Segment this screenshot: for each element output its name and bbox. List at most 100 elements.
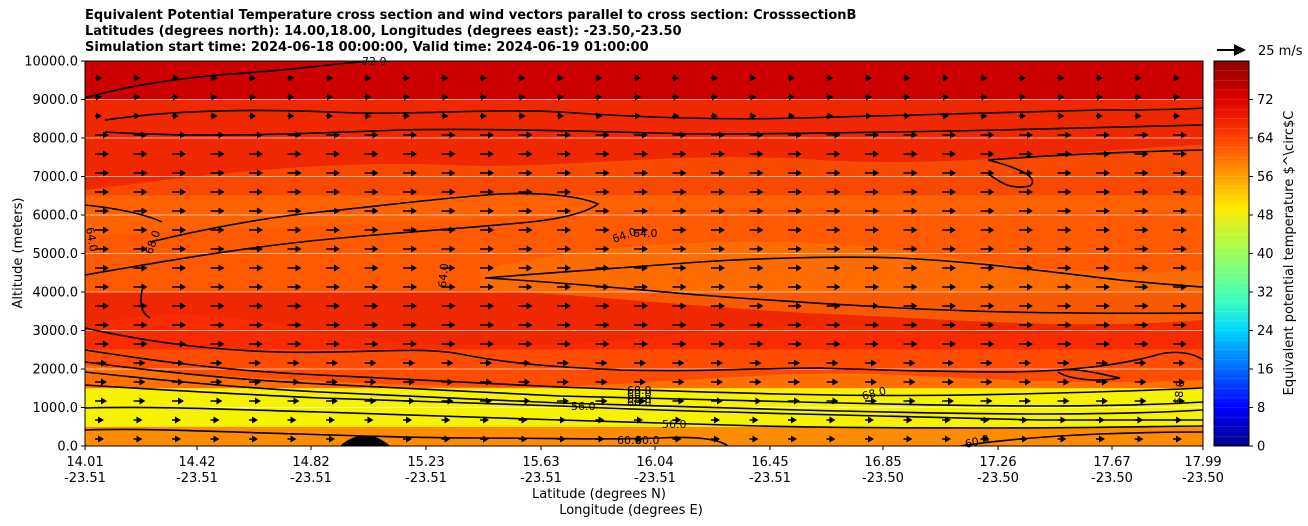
wind-vector-arrow: [133, 207, 148, 215]
wind-vector-arrow: [1173, 150, 1187, 158]
wind-vector-arrow: [903, 302, 918, 310]
wind-vector-arrow: [249, 93, 256, 101]
wind-vector-arrow: [95, 435, 104, 443]
wind-vector-arrow: [210, 112, 218, 120]
wind-vector-arrow: [249, 112, 256, 120]
wind-vector-arrow: [249, 378, 261, 386]
wind-vector-arrow: [1019, 416, 1028, 424]
wind-vector-arrow: [287, 321, 302, 329]
wind-vector-arrow: [980, 93, 988, 101]
wind-vector-arrow: [942, 283, 956, 291]
wind-vector-arrow: [903, 397, 916, 405]
wind-vector-arrow: [249, 435, 258, 443]
wind-vector-arrow: [942, 150, 956, 158]
wind-vector-arrow: [133, 435, 143, 443]
wind-vector-arrow: [595, 283, 610, 291]
wind-vector-arrow: [1019, 207, 1033, 215]
wind-vector-arrow: [826, 283, 841, 291]
contour-label: 68.0: [1172, 380, 1187, 406]
wind-vector-arrow: [364, 188, 379, 196]
wind-vector-arrow: [711, 150, 725, 158]
wind-vector-arrow: [826, 169, 841, 177]
contour-label: 60.0: [617, 434, 642, 447]
altitude-gridlines: [85, 99, 1203, 408]
x-tick-label-lat: 16.04: [636, 455, 673, 470]
x-tick-label-lon: -23.51: [405, 471, 447, 486]
wind-vector-arrow: [518, 283, 533, 291]
wind-vector-arrow: [364, 131, 379, 139]
wind-vector-arrow: [518, 264, 533, 272]
wind-vector-arrow: [1173, 455, 1182, 462]
wind-vector-arrow: [1173, 131, 1187, 139]
contour-label: 60.0: [627, 396, 652, 409]
wind-vector-arrow: [1057, 93, 1065, 101]
wind-vector-arrow: [711, 245, 725, 253]
wind-vector-arrow: [749, 169, 764, 177]
wind-vector-arrow: [595, 188, 610, 196]
wind-vector-arrow: [788, 150, 802, 158]
wind-vector-arrow: [1019, 245, 1033, 253]
wind-vector-arrow: [865, 283, 879, 291]
wind-vector-arrow: [1057, 245, 1072, 253]
contour-label: 68.0: [627, 393, 652, 406]
wind-vector-arrow: [711, 169, 725, 177]
wind-vector-arrow: [595, 264, 610, 272]
wind-vector-arrow: [1096, 74, 1103, 82]
wind-vector-arrow: [95, 397, 107, 405]
y-tick-label: 5000.0: [33, 247, 79, 262]
wind-vector-arrow: [980, 264, 995, 272]
wind-vector-arrow: [557, 150, 571, 158]
wind-vector-arrow: [1058, 455, 1067, 462]
wind-vector-arrow: [403, 226, 417, 234]
wind-vector-arrow: [711, 74, 718, 82]
wind-vector-arrow: [557, 435, 566, 443]
wind-vector-arrow: [942, 435, 951, 443]
wind-vector-arrow: [672, 416, 682, 424]
contour-line: [85, 327, 1203, 373]
wind-vector-arrow: [865, 207, 879, 215]
wind-vector-arrow: [980, 283, 995, 291]
y-tick-label: 0.0: [57, 440, 78, 455]
wind-vector-arrow: [826, 245, 841, 253]
wind-vector-arrow: [1096, 226, 1110, 234]
wind-vector-arrow: [788, 302, 802, 310]
wind-vector-arrow: [1096, 131, 1110, 139]
colorbar-band-lines: [1214, 70, 1249, 437]
wind-vector-arrow: [865, 131, 879, 139]
colorbar-tick-label: 0: [1257, 440, 1265, 455]
wind-vector-arrow: [249, 340, 263, 348]
wind-vector-arrow: [980, 340, 995, 348]
wind-vector-arrow: [287, 359, 300, 367]
wind-vector-arrow: [865, 340, 879, 348]
wind-vector-arrow: [326, 359, 338, 367]
wind-vector-arrow: [634, 378, 646, 386]
wind-vector-arrow: [595, 226, 610, 234]
wind-vector-arrow: [364, 245, 379, 253]
wind-vector-arrow: [903, 416, 913, 424]
colorbar-tick-label: 16: [1257, 363, 1274, 378]
wind-vector-arrow: [518, 378, 531, 386]
wind-vector-arrow: [942, 340, 956, 348]
wind-vector-arrow: [364, 416, 374, 424]
wind-vector-arrow: [1019, 321, 1033, 329]
wind-vector-arrow: [980, 302, 995, 310]
wind-vector-arrow: [865, 188, 879, 196]
wind-vector-arrow: [172, 359, 184, 367]
wind-vector-arrow: [172, 226, 186, 234]
wind-vector-arrow: [903, 188, 918, 196]
wind-vector-arrow: [749, 435, 759, 443]
wind-vector-arrow: [1173, 416, 1182, 424]
wind-vector-arrow: [1057, 226, 1072, 234]
wind-vector-arrow: [326, 207, 340, 215]
wind-vector-arrow: [903, 283, 918, 291]
wind-vector-arrow: [133, 378, 146, 386]
wind-vector-arrow: [788, 455, 797, 462]
wind-vector-arrow: [249, 245, 263, 253]
wind-vector-arrow: [942, 112, 949, 120]
wind-vector-arrow: [595, 93, 603, 101]
wind-vector-arrow: [865, 321, 879, 329]
colorbar-tick-label: 56: [1257, 170, 1274, 185]
wind-vector-arrow: [326, 264, 340, 272]
wind-vector-arrow: [634, 188, 648, 196]
wind-vector-arrow: [1134, 264, 1149, 272]
